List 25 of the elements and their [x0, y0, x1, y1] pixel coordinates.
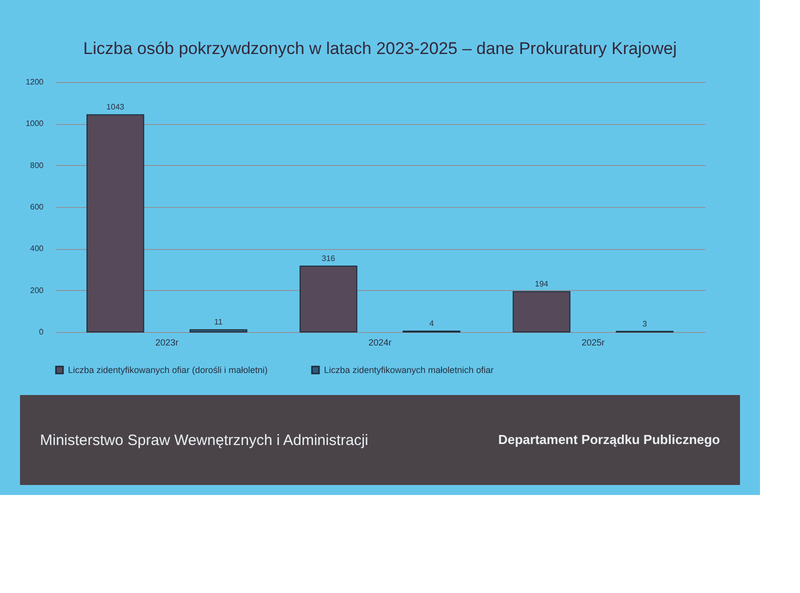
y-tick-label: 800: [30, 160, 44, 170]
legend-label: Liczba zidentyfikowanych małoletnich ofiar: [324, 364, 494, 375]
bar: [86, 114, 144, 332]
bar: [190, 329, 248, 332]
chart-title: Liczba osób pokrzywdzonych w latach 2023-2025 – dane Prokuratury Krajowej: [83, 39, 677, 58]
legend-label: Liczba zidentyfikowanych ofiar (dorośli i małoletni): [68, 364, 268, 375]
y-tick-label: 400: [30, 244, 44, 254]
y-tick-label: 1200: [26, 78, 44, 86]
data-label: 11: [214, 318, 224, 327]
data-label: 3: [642, 319, 648, 328]
x-tick-label: 2023r: [155, 338, 178, 348]
y-tick-label: 1000: [26, 119, 44, 128]
y-tick-label: 200: [30, 286, 44, 295]
x-tick-label: 2024r: [368, 338, 392, 348]
data-label: 4: [429, 319, 434, 328]
text: Departament Porządku Publicznego: [498, 432, 720, 447]
data-label: 194: [534, 280, 549, 289]
data-label: 1043: [106, 102, 125, 112]
bar: [300, 266, 358, 332]
x-tick-label: 2025r: [582, 338, 605, 348]
y-tick-label: 0: [39, 328, 44, 336]
data-label: 316: [322, 254, 336, 264]
text: Ministerstwo Spraw Wewnętrznych i Administracji: [40, 432, 368, 449]
y-tick-label: 600: [30, 202, 44, 212]
bar: [512, 291, 570, 332]
